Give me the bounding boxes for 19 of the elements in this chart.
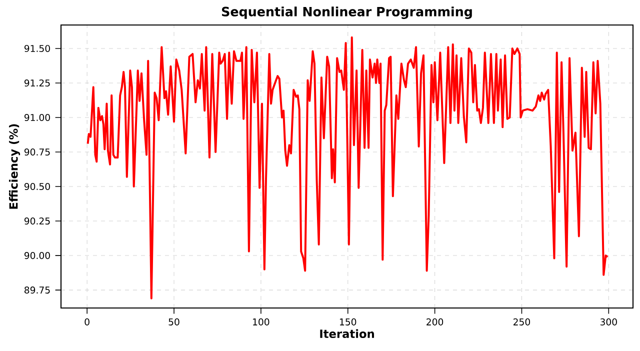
x-tick-label: 0 bbox=[84, 318, 90, 326]
y-tick-label: 90.25 bbox=[24, 218, 50, 225]
x-tick-label: 300 bbox=[600, 318, 617, 326]
y-axis-title: Efficiency (%) bbox=[9, 124, 20, 209]
line-series bbox=[86, 36, 609, 300]
x-tick-label: 150 bbox=[340, 318, 356, 326]
chart-title: Sequential Nonlinear Programming bbox=[222, 6, 472, 19]
x-tick-label: 200 bbox=[426, 318, 444, 326]
y-tick-label: 90.50 bbox=[24, 182, 50, 190]
y-tick-label: 90.00 bbox=[24, 252, 50, 260]
x-axis-title: Iteration bbox=[320, 329, 374, 338]
y-tick-label: 91.25 bbox=[24, 79, 50, 87]
y-tick-label: 91.50 bbox=[24, 44, 50, 52]
x-tick-label: 250 bbox=[514, 318, 530, 326]
x-tick-label: 100 bbox=[253, 318, 270, 326]
y-tick-label: 89.75 bbox=[24, 286, 50, 294]
x-tick-label: 50 bbox=[168, 318, 180, 326]
y-tick-label: 91.00 bbox=[24, 114, 50, 122]
y-tick-label: 90.75 bbox=[24, 148, 50, 156]
